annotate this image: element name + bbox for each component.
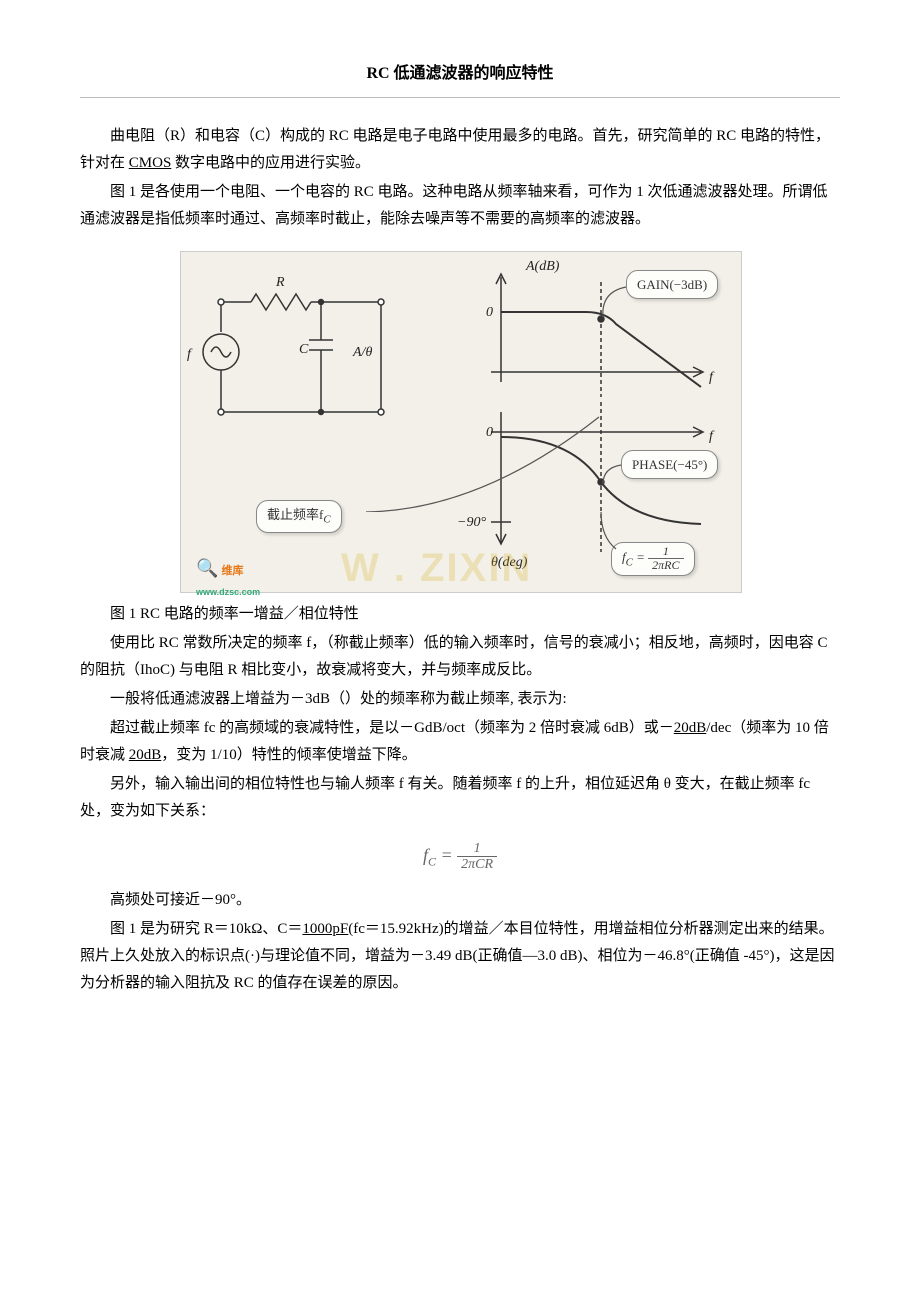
callout-fc-text: 截止频率f <box>267 507 323 522</box>
paragraph-7: 高频处可接近－90°。 <box>80 887 840 914</box>
doc-title: RC 低通滤波器的响应特性 <box>80 60 840 89</box>
fc-formula-num: 1 <box>648 545 683 559</box>
label-gain-f: f <box>709 365 713 390</box>
fc-formula-den: 2πRC <box>648 559 683 572</box>
fc-cn-leader <box>361 412 611 512</box>
paragraph-8: 图 1 是为研究 R＝10kΩ、C＝1000pF(fc＝15.92kHz)的增益… <box>80 916 840 997</box>
paragraph-1: 曲电阻（R）和电容（C）构成的 RC 电路是电子电路中使用最多的电路。首先，研究… <box>80 123 840 177</box>
label-phase-f: f <box>709 424 713 449</box>
logo-url: www.dzsc.com <box>196 584 260 600</box>
fc-formula-leader <box>571 507 631 557</box>
formula-sub: C <box>428 854 436 868</box>
callout-fc-cn: 截止频率fC <box>256 500 342 533</box>
watermark-text: W . ZIXIN <box>341 532 532 604</box>
figure-1-caption: 图 1 RC 电路的频率一增益／相位特性 <box>80 601 840 628</box>
p1-text-b: 数字电路中的应用进行实验。 <box>171 155 370 171</box>
paragraph-6: 另外，输入输出间的相位特性也与输人频率 f 有关。随着频率 f 的上升，相位延迟… <box>80 771 840 825</box>
p5-text-c: ，变为 1/10）特性的倾率使增益下降。 <box>161 747 416 763</box>
label-C: C <box>299 337 308 362</box>
callout-phase: PHASE(−45°) <box>621 450 718 479</box>
formula-fc: fC = 1 2πCR <box>80 839 840 873</box>
link-cmos[interactable]: CMOS <box>129 155 172 171</box>
formula-den: 2πCR <box>457 857 497 872</box>
logo-main: 维库 <box>221 565 243 577</box>
paragraph-4: 一般将低通滤波器上增益为－3dB（）处的频率称为截止频率, 表示为: <box>80 686 840 713</box>
paragraph-2: 图 1 是各使用一个电阻、一个电容的 RC 电路。这种电路从频率轴来看，可作为 … <box>80 179 840 233</box>
link-1000pf[interactable]: 1000pF <box>302 921 348 937</box>
fc-formula-sub: C <box>626 556 633 568</box>
figure-1: R C f A/θ A(dB) 0 f GAIN(−3dB) <box>180 251 740 593</box>
label-A-theta: A/θ <box>353 340 372 365</box>
p8-text-a: 图 1 是为研究 R＝10kΩ、C＝ <box>110 921 302 937</box>
label-f-src: f <box>187 342 191 367</box>
link-20db-1[interactable]: 20dB <box>674 720 707 736</box>
title-rule <box>80 97 840 98</box>
p5-text-a: 超过截止频率 fc 的高频域的衰减特性，是以－GdB/oct（频率为 2 倍时衰… <box>110 720 674 736</box>
figure-canvas: R C f A/θ A(dB) 0 f GAIN(−3dB) <box>180 251 742 593</box>
label-AdB: A(dB) <box>526 254 559 279</box>
label-R: R <box>276 270 285 295</box>
logo-weiku: 🔍 维库 www.dzsc.com <box>196 552 260 601</box>
paragraph-3: 使用比 RC 常数所决定的频率 f，（称截止频率）低的输入频率时，信号的衰减小；… <box>80 630 840 684</box>
formula-num: 1 <box>457 841 497 857</box>
gain-callout-leader <box>581 282 641 322</box>
callout-fc-sub: C <box>323 513 330 525</box>
label-gain-zero: 0 <box>486 300 493 325</box>
link-20db-2[interactable]: 20dB <box>129 747 162 763</box>
paragraph-5: 超过截止频率 fc 的高频域的衰减特性，是以－GdB/oct（频率为 2 倍时衰… <box>80 715 840 769</box>
